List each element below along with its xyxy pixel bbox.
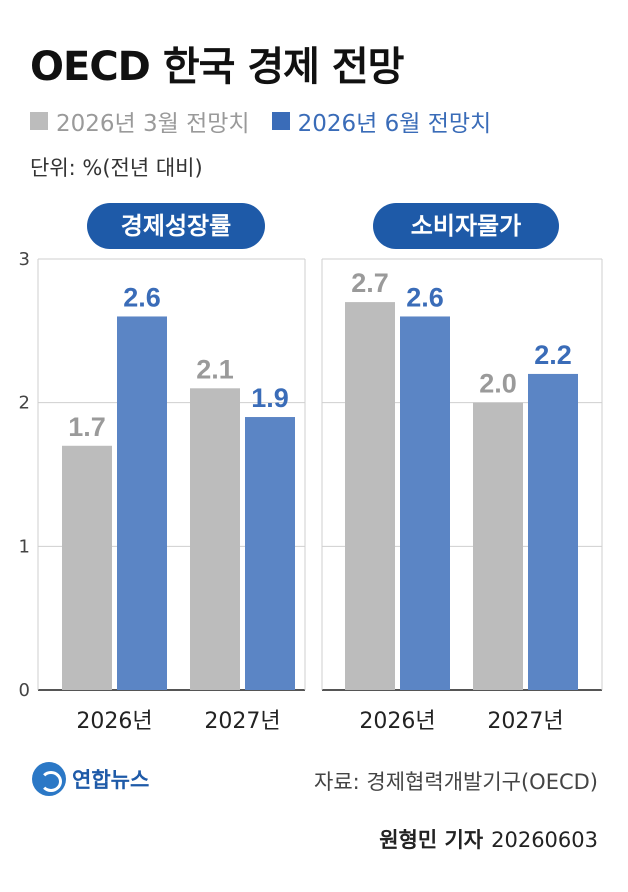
source-note: 자료: 경제협력개발기구(OECD) <box>314 770 598 794</box>
credit-line: 원형민 기자 20260603 <box>379 824 598 854</box>
chart-title: OECD 한국 경제 전망 <box>30 44 404 90</box>
legend-label-june: 2026년 6월 전망치 <box>297 111 492 137</box>
legend-item-june: 2026년 6월 전망치 <box>271 104 492 138</box>
bar-march <box>345 302 395 690</box>
bar-june <box>400 316 450 690</box>
brand-name: 연합뉴스 <box>72 768 150 792</box>
x-tick-label: 2027년 <box>487 709 563 734</box>
unit-label: 단위: %(전년 대비) <box>30 156 203 180</box>
yonhap-logo-icon <box>32 762 66 796</box>
data-label: 2.6 <box>123 282 161 312</box>
panel-title-cpi: 소비자물가 <box>373 203 559 249</box>
date-code: 20260603 <box>491 828 598 852</box>
bar-march <box>190 388 240 690</box>
bar-charts: 0 1 2 3 1.7 2.6 2026년 2.1 1.9 2027년 2.7 2.6 2026년 2.0… <box>19 249 603 734</box>
data-label: 2.1 <box>196 354 234 384</box>
brand-logo: 연합뉴스 <box>32 762 149 796</box>
y-tick-label: 0 <box>19 680 30 701</box>
bar-june <box>528 373 578 690</box>
x-tick-label: 2026년 <box>359 709 435 734</box>
data-label: 2.2 <box>534 340 572 370</box>
data-label: 2.0 <box>479 369 517 399</box>
data-label: 2.7 <box>351 268 389 298</box>
legend-swatch-june <box>271 112 290 130</box>
panel-title-growth: 경제성장률 <box>87 203 265 249</box>
bar-march <box>473 402 523 690</box>
legend-swatch-march <box>30 112 48 130</box>
data-label: 1.9 <box>251 383 289 413</box>
legend-item-march: 2026년 3월 전망치 <box>30 104 250 138</box>
legend: 2026년 3월 전망치 2026년 6월 전망치 <box>30 104 513 138</box>
x-tick-label: 2027년 <box>204 709 280 734</box>
bar-june <box>245 417 295 690</box>
bar-june <box>117 316 167 690</box>
data-label: 1.7 <box>68 412 106 442</box>
legend-label-march: 2026년 3월 전망치 <box>56 111 250 137</box>
y-tick-label: 1 <box>19 536 30 557</box>
reporter-name: 원형민 기자 <box>379 828 484 852</box>
bar-march <box>62 445 112 690</box>
x-tick-label: 2026년 <box>76 709 152 734</box>
y-tick-label: 2 <box>19 393 30 414</box>
data-label: 2.6 <box>406 282 444 312</box>
y-tick-label: 3 <box>19 249 30 270</box>
